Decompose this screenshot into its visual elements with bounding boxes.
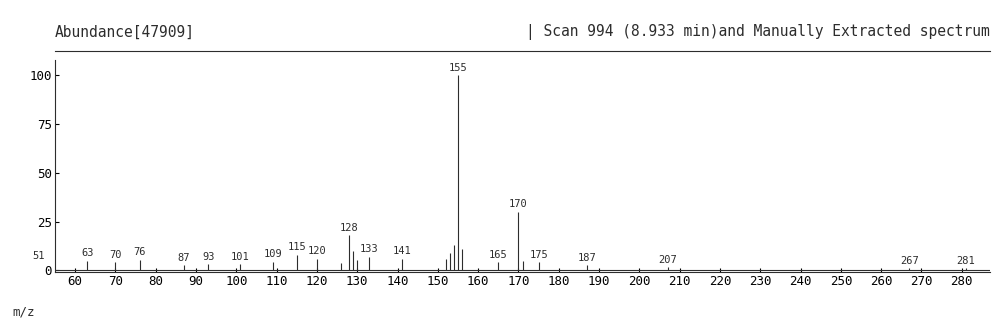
Text: 93: 93 [202, 252, 214, 262]
Text: 267: 267 [900, 256, 919, 266]
Text: 70: 70 [109, 250, 122, 260]
Text: 207: 207 [658, 255, 677, 265]
Text: Abundance[47909]: Abundance[47909] [55, 25, 195, 40]
Text: 175: 175 [529, 250, 548, 260]
Text: 101: 101 [231, 252, 250, 262]
Text: 51: 51 [33, 251, 45, 261]
Text: 109: 109 [263, 249, 282, 259]
Text: 155: 155 [449, 63, 467, 73]
Text: 87: 87 [178, 253, 190, 263]
Text: 141: 141 [392, 246, 411, 256]
Text: 281: 281 [956, 256, 975, 266]
Text: | Scan 994 (8.933 min)and Manually Extracted spectrum: | Scan 994 (8.933 min)and Manually Extra… [526, 24, 990, 40]
Text: 133: 133 [360, 244, 379, 254]
Text: 120: 120 [308, 246, 326, 256]
Text: m/z: m/z [12, 305, 34, 319]
Text: 187: 187 [578, 253, 596, 263]
Text: 165: 165 [489, 250, 508, 260]
Text: 170: 170 [509, 200, 528, 209]
Text: 76: 76 [133, 247, 146, 257]
Text: 128: 128 [340, 223, 359, 233]
Text: 63: 63 [81, 248, 93, 258]
Text: 115: 115 [287, 242, 306, 252]
